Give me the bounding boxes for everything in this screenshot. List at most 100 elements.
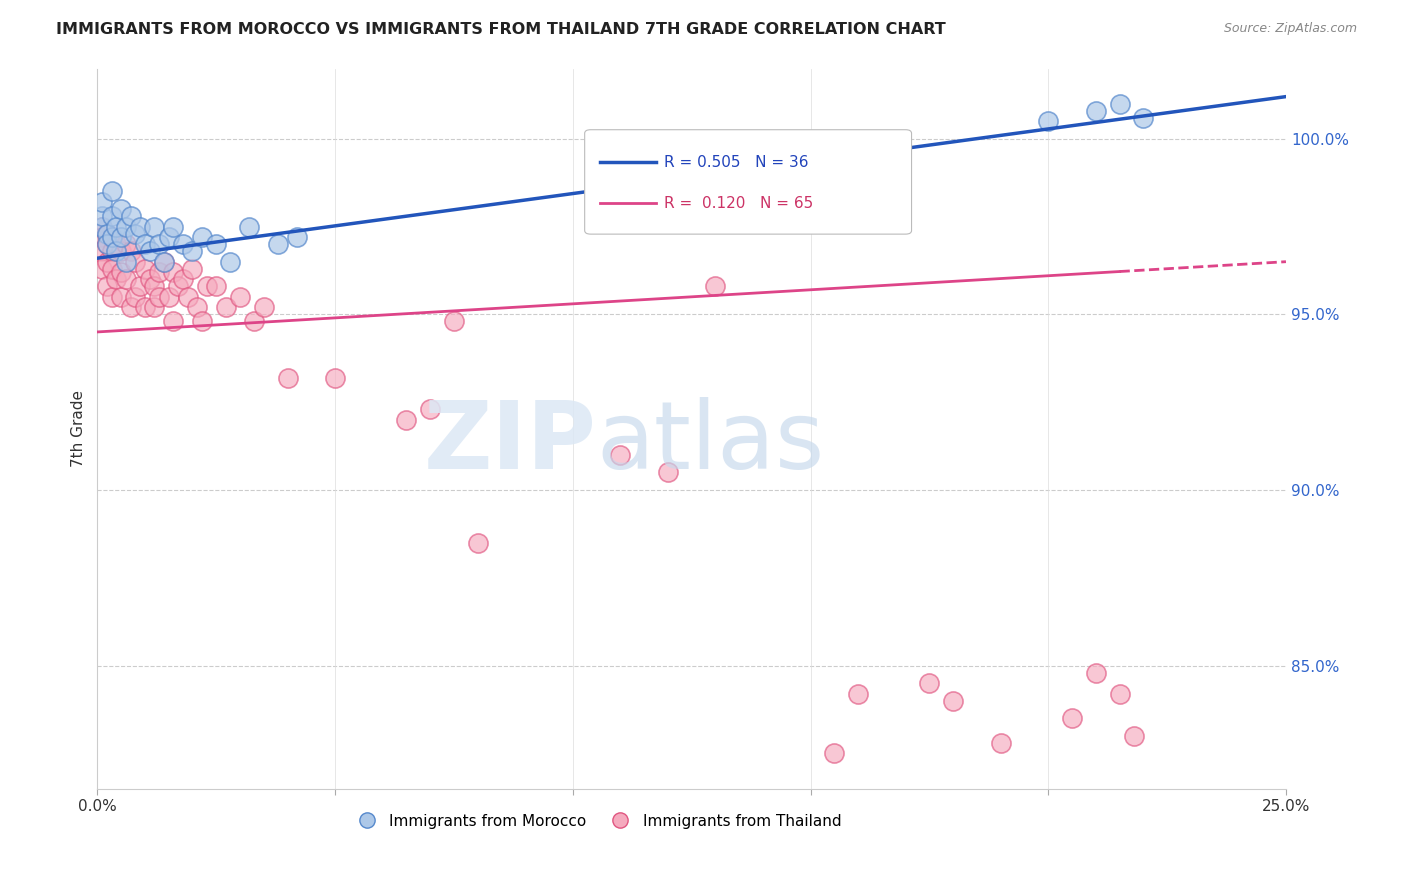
Point xyxy=(157,290,180,304)
Point xyxy=(162,219,184,234)
Point xyxy=(238,219,260,234)
Point xyxy=(96,227,118,241)
Point xyxy=(181,244,204,259)
Point xyxy=(134,237,156,252)
Point xyxy=(91,219,114,234)
Point xyxy=(205,279,228,293)
Point xyxy=(267,237,290,252)
Point xyxy=(1132,111,1154,125)
Point xyxy=(124,254,146,268)
Point xyxy=(467,535,489,549)
Point xyxy=(143,219,166,234)
Point xyxy=(91,209,114,223)
Point xyxy=(219,254,242,268)
Legend: Immigrants from Morocco, Immigrants from Thailand: Immigrants from Morocco, Immigrants from… xyxy=(344,807,848,835)
Point xyxy=(110,244,132,259)
Point xyxy=(181,261,204,276)
Point xyxy=(918,676,941,690)
Point xyxy=(1060,711,1083,725)
Point xyxy=(120,244,142,259)
Point xyxy=(167,279,190,293)
Point xyxy=(191,230,214,244)
Point xyxy=(124,290,146,304)
Point xyxy=(100,185,122,199)
Point xyxy=(443,314,465,328)
Point xyxy=(120,209,142,223)
Point xyxy=(191,314,214,328)
Point xyxy=(1084,665,1107,680)
Point xyxy=(1038,114,1060,128)
Point xyxy=(91,261,114,276)
Point xyxy=(110,265,132,279)
Point xyxy=(96,279,118,293)
Point xyxy=(229,290,252,304)
Point xyxy=(657,466,679,480)
Point xyxy=(143,279,166,293)
Point xyxy=(143,301,166,315)
Text: R = 0.505   N = 36: R = 0.505 N = 36 xyxy=(664,154,808,169)
Point xyxy=(100,244,122,259)
Point xyxy=(419,402,441,417)
Point xyxy=(704,279,727,293)
Point xyxy=(1108,687,1130,701)
Point xyxy=(162,314,184,328)
Point xyxy=(100,209,122,223)
Point xyxy=(253,301,276,315)
Point xyxy=(395,413,418,427)
Point xyxy=(186,301,208,315)
Point xyxy=(148,290,170,304)
Point xyxy=(105,272,128,286)
Point xyxy=(105,219,128,234)
Text: IMMIGRANTS FROM MOROCCO VS IMMIGRANTS FROM THAILAND 7TH GRADE CORRELATION CHART: IMMIGRANTS FROM MOROCCO VS IMMIGRANTS FR… xyxy=(56,22,946,37)
Point xyxy=(129,279,152,293)
Point xyxy=(115,219,138,234)
Point xyxy=(100,230,122,244)
Point xyxy=(96,237,118,252)
Point xyxy=(172,272,194,286)
Point xyxy=(134,261,156,276)
Point xyxy=(91,219,114,234)
Point xyxy=(115,237,138,252)
Point xyxy=(138,272,160,286)
Point xyxy=(172,237,194,252)
Point xyxy=(110,290,132,304)
Point xyxy=(124,227,146,241)
Point xyxy=(91,230,114,244)
Point xyxy=(215,301,238,315)
Point xyxy=(277,370,299,384)
Point xyxy=(105,237,128,252)
Point xyxy=(846,687,869,701)
Point xyxy=(823,747,845,761)
Point xyxy=(1084,103,1107,118)
Point xyxy=(100,290,122,304)
Point xyxy=(243,314,266,328)
Point xyxy=(134,301,156,315)
Point xyxy=(162,265,184,279)
Point xyxy=(990,736,1012,750)
Point xyxy=(96,237,118,252)
Text: Source: ZipAtlas.com: Source: ZipAtlas.com xyxy=(1223,22,1357,36)
Point xyxy=(1122,729,1144,743)
Point xyxy=(323,370,346,384)
Text: R =  0.120   N = 65: R = 0.120 N = 65 xyxy=(664,195,814,211)
Text: ZIP: ZIP xyxy=(423,397,596,489)
Text: atlas: atlas xyxy=(596,397,825,489)
Point xyxy=(96,227,118,241)
Point xyxy=(110,230,132,244)
Point xyxy=(609,448,631,462)
Point xyxy=(176,290,198,304)
Point xyxy=(91,244,114,259)
Point xyxy=(129,219,152,234)
Point xyxy=(153,254,176,268)
Point xyxy=(120,301,142,315)
Point xyxy=(100,230,122,244)
Point xyxy=(205,237,228,252)
Point xyxy=(157,230,180,244)
Point xyxy=(195,279,218,293)
Point xyxy=(942,694,965,708)
Point xyxy=(285,230,308,244)
Point xyxy=(153,254,176,268)
Point xyxy=(138,244,160,259)
Point xyxy=(105,244,128,259)
Point xyxy=(96,254,118,268)
